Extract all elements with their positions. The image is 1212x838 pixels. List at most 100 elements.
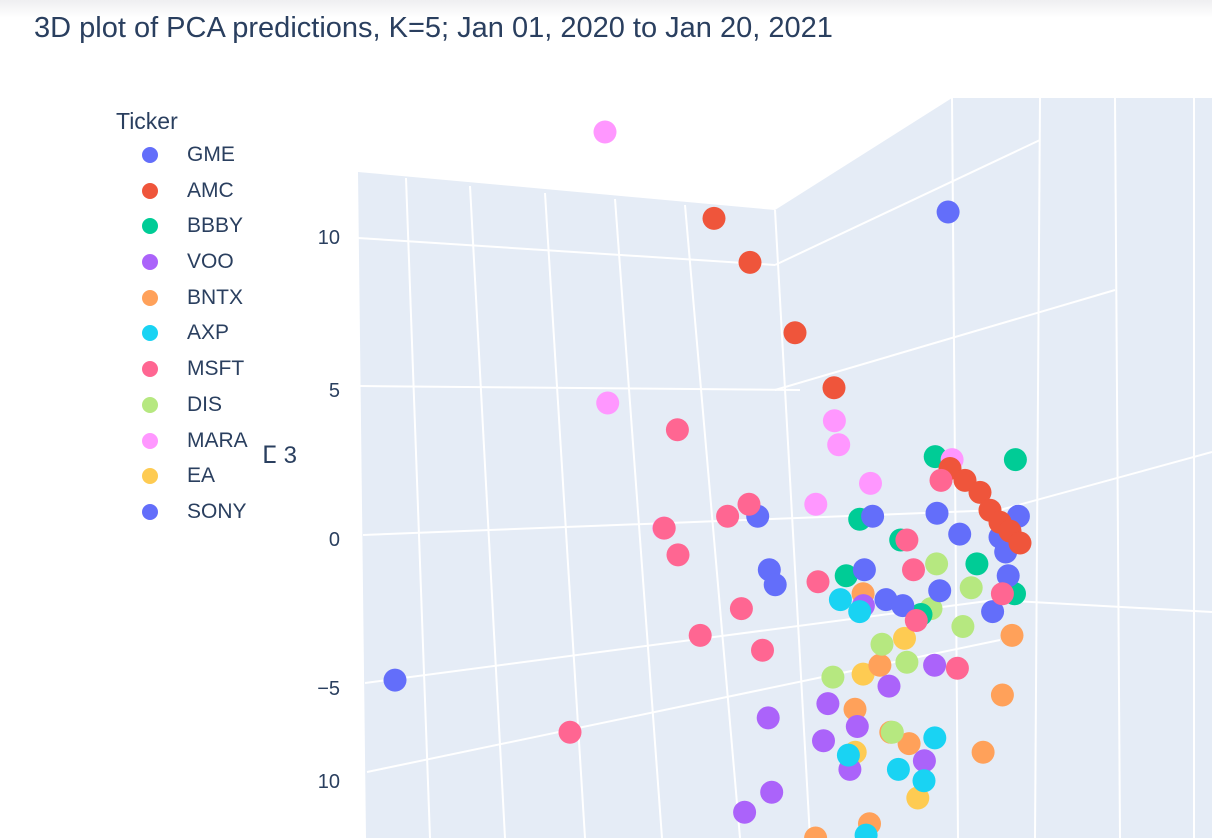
legend-label: DIS xyxy=(187,392,223,416)
legend-marker xyxy=(142,325,158,342)
legend-label: GME xyxy=(187,143,235,166)
data-point-dis xyxy=(870,632,894,656)
legend-item-dis[interactable]: DIS xyxy=(116,391,222,427)
data-point-bbby xyxy=(965,552,989,576)
data-point-voo xyxy=(760,780,784,804)
data-point-voo xyxy=(733,800,757,824)
grid-line-9 xyxy=(405,177,431,838)
data-point-mara xyxy=(827,433,851,457)
legend-item-axp[interactable]: AXP xyxy=(116,319,229,355)
data-point-bbby xyxy=(1003,448,1027,472)
legend-label: AXP xyxy=(187,321,230,345)
data-point-dis xyxy=(895,650,919,674)
legend-item-bbby[interactable]: BBBY xyxy=(116,212,243,248)
data-point-bntx xyxy=(897,732,921,756)
grid-line-4 xyxy=(366,639,1001,773)
data-point-gme xyxy=(928,579,952,603)
data-point-amc xyxy=(968,480,992,504)
data-point-bntx xyxy=(971,740,995,764)
grid-line-3 xyxy=(364,599,996,684)
legend-marker xyxy=(142,254,158,271)
data-point-mara xyxy=(822,409,846,433)
legend-marker xyxy=(142,432,158,449)
data-point-bntx xyxy=(868,653,892,677)
data-point-gme xyxy=(996,564,1020,588)
legend-item-voo[interactable]: VOO xyxy=(116,248,234,284)
data-point-sony xyxy=(925,501,949,525)
legend-item-msft[interactable]: MSFT xyxy=(116,355,244,391)
legend-marker xyxy=(142,218,158,235)
data-point-msft xyxy=(665,418,689,442)
data-point-msft xyxy=(895,528,919,552)
data-point-axp xyxy=(836,743,860,767)
data-point-msft xyxy=(716,504,740,528)
data-point-msft xyxy=(729,597,753,621)
data-point-msft xyxy=(688,623,712,647)
data-point-msft xyxy=(751,638,774,662)
data-point-dis xyxy=(959,576,983,600)
z-tick-label: 10 xyxy=(318,771,340,793)
data-point-msft xyxy=(558,720,582,744)
legend-item-ea[interactable]: EA xyxy=(116,462,215,498)
z-tick-label: 0 xyxy=(329,529,340,551)
data-point-voo xyxy=(756,706,780,730)
data-point-msft xyxy=(904,609,928,632)
grid-line-13 xyxy=(684,204,741,838)
legend-marker xyxy=(142,182,158,199)
data-point-dis xyxy=(821,665,845,689)
data-point-amc xyxy=(702,206,726,230)
legend-label: AMC xyxy=(187,178,234,202)
data-point-msft xyxy=(945,656,969,680)
data-point-voo xyxy=(812,729,835,753)
data-point-gme xyxy=(861,504,885,528)
data-point-bntx xyxy=(990,683,1014,707)
data-point-gme xyxy=(852,558,876,582)
legend-item-mara[interactable]: MARA xyxy=(116,427,248,463)
data-point-bntx xyxy=(1000,623,1024,647)
legend-marker xyxy=(142,503,158,520)
data-point-msft xyxy=(929,468,953,492)
legend-item-sony[interactable]: SONY xyxy=(116,498,247,534)
data-point-axp xyxy=(886,757,910,781)
data-point-axp xyxy=(923,726,947,750)
data-point-sony xyxy=(948,522,972,546)
side-wall xyxy=(775,98,1212,838)
data-point-msft xyxy=(990,582,1014,606)
legend-label: EA xyxy=(187,464,216,488)
data-point-ea xyxy=(893,626,916,650)
z-tick-label: 5 xyxy=(329,380,340,402)
grid-line-8 xyxy=(994,599,1212,613)
grid-line-14 xyxy=(774,209,811,838)
data-point-msft xyxy=(737,492,761,516)
data-point-msft xyxy=(666,543,690,567)
legend-item-gme[interactable]: GME xyxy=(116,141,235,177)
legend-marker xyxy=(142,468,158,485)
z-tick-label: 10 xyxy=(318,227,340,249)
grid-line-16 xyxy=(1034,97,1041,838)
legend-marker xyxy=(142,147,158,163)
data-point-voo xyxy=(912,749,936,773)
legend-label: SONY xyxy=(187,499,247,523)
data-point-bntx xyxy=(843,697,867,721)
data-point-gme xyxy=(891,594,915,618)
data-point-amc xyxy=(738,250,762,274)
data-point-msft xyxy=(652,516,676,540)
data-point-sony xyxy=(763,573,787,597)
data-point-mara xyxy=(593,120,617,144)
data-point-msft xyxy=(902,558,925,582)
data-point-bbby xyxy=(834,564,858,588)
data-point-dis xyxy=(951,615,975,638)
data-point-mara xyxy=(859,471,882,495)
data-point-mara xyxy=(804,492,828,516)
data-point-bntx xyxy=(804,826,828,838)
top-shade xyxy=(0,0,1212,18)
data-point-axp xyxy=(828,588,852,612)
data-point-axp xyxy=(848,600,872,624)
data-point-amc xyxy=(822,376,846,400)
legend-marker xyxy=(142,289,158,306)
data-point-mara xyxy=(596,391,620,415)
legend-item-bntx[interactable]: BNTX xyxy=(116,284,243,320)
data-point-voo xyxy=(816,692,840,716)
legend-item-amc[interactable]: AMC xyxy=(116,177,234,213)
